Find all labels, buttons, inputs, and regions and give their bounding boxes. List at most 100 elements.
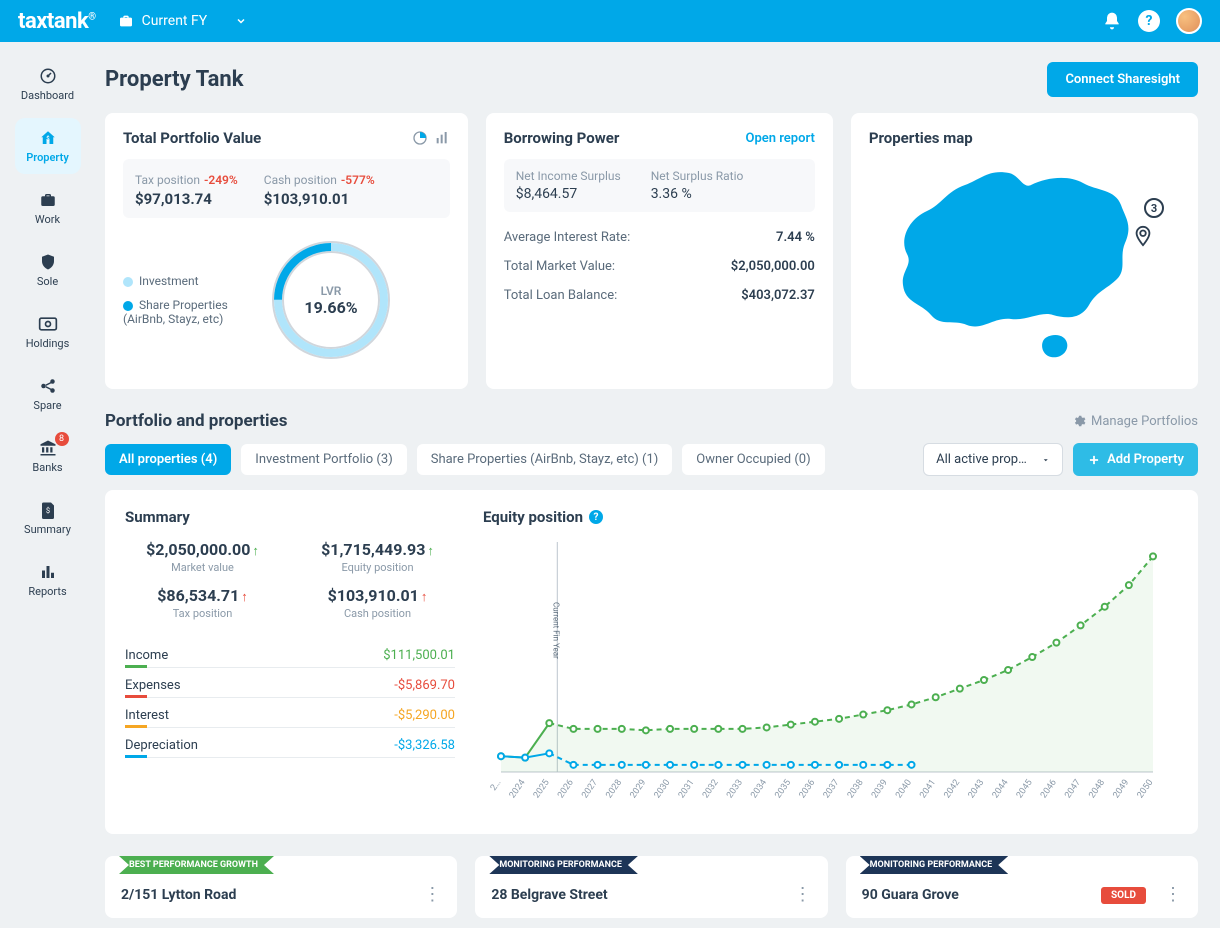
cash-position-pct: -577%	[341, 173, 375, 187]
australia-map	[869, 159, 1159, 369]
sidebar-item-summary[interactable]: $ Summary	[15, 490, 81, 546]
sidebar-item-banks[interactable]: 8 Banks	[15, 428, 81, 484]
property-card[interactable]: MONITORING PERFORMANCE 28 Belgrave Street…	[475, 856, 827, 918]
home-icon: $	[38, 128, 58, 148]
card-title: Total Portfolio Value	[123, 129, 261, 147]
fy-selector[interactable]: Current FY	[118, 13, 248, 29]
svg-text:2028: 2028	[604, 778, 624, 800]
tab-pill[interactable]: Owner Occupied (0)	[682, 444, 824, 475]
svg-text:$: $	[46, 135, 50, 142]
tax-position-value: $97,013.74	[135, 190, 238, 208]
svg-text:2026: 2026	[556, 778, 576, 800]
sidebar-item-work[interactable]: Work	[15, 180, 81, 236]
tax-position-pct: -249%	[204, 173, 238, 187]
summary-stat: $2,050,000.00↑Market value	[125, 540, 280, 574]
svg-text:2038: 2038	[846, 778, 866, 800]
property-title: 28 Belgrave Street	[491, 887, 607, 903]
equity-chart-panel: Equity position ? Current Fin Year2…2024…	[483, 508, 1178, 816]
more-icon[interactable]: ⋮	[423, 886, 441, 904]
sidebar-item-dashboard[interactable]: Dashboard	[15, 56, 81, 112]
svg-text:2045: 2045	[1015, 778, 1035, 800]
borrowing-power-row: Total Loan Balance:$403,072.37	[504, 288, 815, 303]
sidebar-item-sole[interactable]: Sole	[15, 242, 81, 298]
svg-text:2046: 2046	[1039, 778, 1059, 800]
svg-text:2050: 2050	[1136, 778, 1156, 800]
lvr-donut-chart: LVR 19.66%	[261, 230, 401, 370]
net-income-value: $8,464.57	[516, 186, 621, 202]
property-card[interactable]: BEST PERFORMANCE GROWTH2/151 Lytton Road…	[105, 856, 457, 918]
sidebar-item-spare[interactable]: Spare	[15, 366, 81, 422]
map-count-badge: 3	[1144, 198, 1164, 218]
section-title: Portfolio and properties	[105, 411, 287, 431]
net-income-label: Net Income Surplus	[516, 169, 621, 183]
legend-investment: Investment	[123, 274, 243, 288]
sold-badge: SOLD	[1101, 887, 1146, 904]
chevron-down-icon	[235, 15, 247, 27]
notifications-icon[interactable]	[1102, 11, 1122, 31]
summary-stat: $86,534.71↑Tax position	[125, 586, 280, 620]
pie-icon[interactable]	[412, 130, 428, 146]
performance-ribbon: BEST PERFORMANCE GROWTH	[119, 856, 274, 874]
gear-icon	[1072, 414, 1086, 428]
main-content: Property Tank Connect Sharesight Total P…	[95, 42, 1220, 928]
card-title: Properties map	[869, 129, 973, 147]
help-icon[interactable]: ?	[1138, 10, 1160, 32]
property-filter-select[interactable]: All active proper…	[923, 443, 1063, 476]
help-icon[interactable]: ?	[589, 510, 603, 524]
avatar[interactable]	[1176, 8, 1202, 34]
svg-text:$: $	[45, 506, 49, 515]
summary-stat: $1,715,449.93↑Equity position	[300, 540, 455, 574]
equity-position-chart: Current Fin Year2…2024202520262027202820…	[483, 532, 1163, 812]
sidebar-item-reports[interactable]: Reports	[15, 552, 81, 608]
svg-text:2030: 2030	[653, 778, 673, 800]
document-icon: $	[38, 500, 58, 520]
briefcase-icon	[118, 13, 134, 29]
sidebar: Dashboard $ Property Work Sole Holdings …	[0, 42, 95, 928]
cash-position-label: Cash position	[264, 173, 337, 187]
gauge-icon	[38, 66, 58, 86]
caret-down-icon	[1041, 455, 1051, 465]
sidebar-item-property[interactable]: $ Property	[15, 118, 81, 174]
connect-sharesight-button[interactable]: Connect Sharesight	[1047, 62, 1198, 97]
share-icon	[38, 376, 58, 396]
add-property-button[interactable]: Add Property	[1073, 443, 1198, 476]
properties-map-card: Properties map 3	[851, 113, 1198, 389]
sidebar-item-holdings[interactable]: Holdings	[15, 304, 81, 360]
svg-text:2033: 2033	[725, 778, 745, 800]
net-ratio-value: 3.36 %	[651, 186, 744, 202]
summary-line-item: Expenses-$5,869.70	[125, 668, 455, 698]
borrowing-power-row: Average Interest Rate:7.44 %	[504, 230, 815, 245]
svg-text:2031: 2031	[677, 778, 697, 800]
svg-text:2032: 2032	[701, 778, 721, 800]
page-title: Property Tank	[105, 67, 243, 92]
manage-portfolios-link[interactable]: Manage Portfolios	[1072, 414, 1198, 429]
more-icon[interactable]: ⋮	[1164, 886, 1182, 904]
svg-text:2037: 2037	[822, 778, 842, 800]
sidebar-item-label: Work	[35, 213, 60, 226]
borrowing-power-row: Total Market Value:$2,050,000.00	[504, 259, 815, 274]
svg-text:2044: 2044	[991, 778, 1011, 800]
tab-pill[interactable]: Share Properties (AirBnb, Stayz, etc) (1…	[417, 444, 673, 475]
performance-ribbon: MONITORING PERFORMANCE	[860, 856, 1009, 874]
more-icon[interactable]: ⋮	[794, 886, 812, 904]
sidebar-item-label: Reports	[28, 585, 66, 598]
shield-icon	[38, 252, 58, 272]
borrowing-power-card: Borrowing Power Open report Net Income S…	[486, 113, 833, 389]
svg-text:2025: 2025	[532, 778, 552, 800]
svg-text:2036: 2036	[798, 778, 818, 800]
tab-pill[interactable]: Investment Portfolio (3)	[241, 444, 406, 475]
summary-line-item: Interest-$5,290.00	[125, 698, 455, 728]
logo: taxtank®	[18, 9, 96, 34]
topbar: taxtank® Current FY ?	[0, 0, 1220, 42]
property-card[interactable]: MONITORING PERFORMANCE90 Guara GroveSOLD…	[846, 856, 1198, 918]
sidebar-item-label: Spare	[33, 399, 61, 412]
sidebar-item-label: Holdings	[26, 337, 70, 350]
tab-pill[interactable]: All properties (4)	[105, 444, 231, 475]
map-pin-icon	[1132, 225, 1154, 247]
bar-chart-icon[interactable]	[434, 130, 450, 146]
svg-text:Current Fin Year: Current Fin Year	[551, 602, 560, 659]
svg-text:2042: 2042	[942, 778, 962, 800]
summary-line-item: Depreciation-$3,326.58	[125, 728, 455, 758]
performance-ribbon: MONITORING PERFORMANCE	[489, 856, 638, 874]
open-report-link[interactable]: Open report	[745, 131, 814, 146]
